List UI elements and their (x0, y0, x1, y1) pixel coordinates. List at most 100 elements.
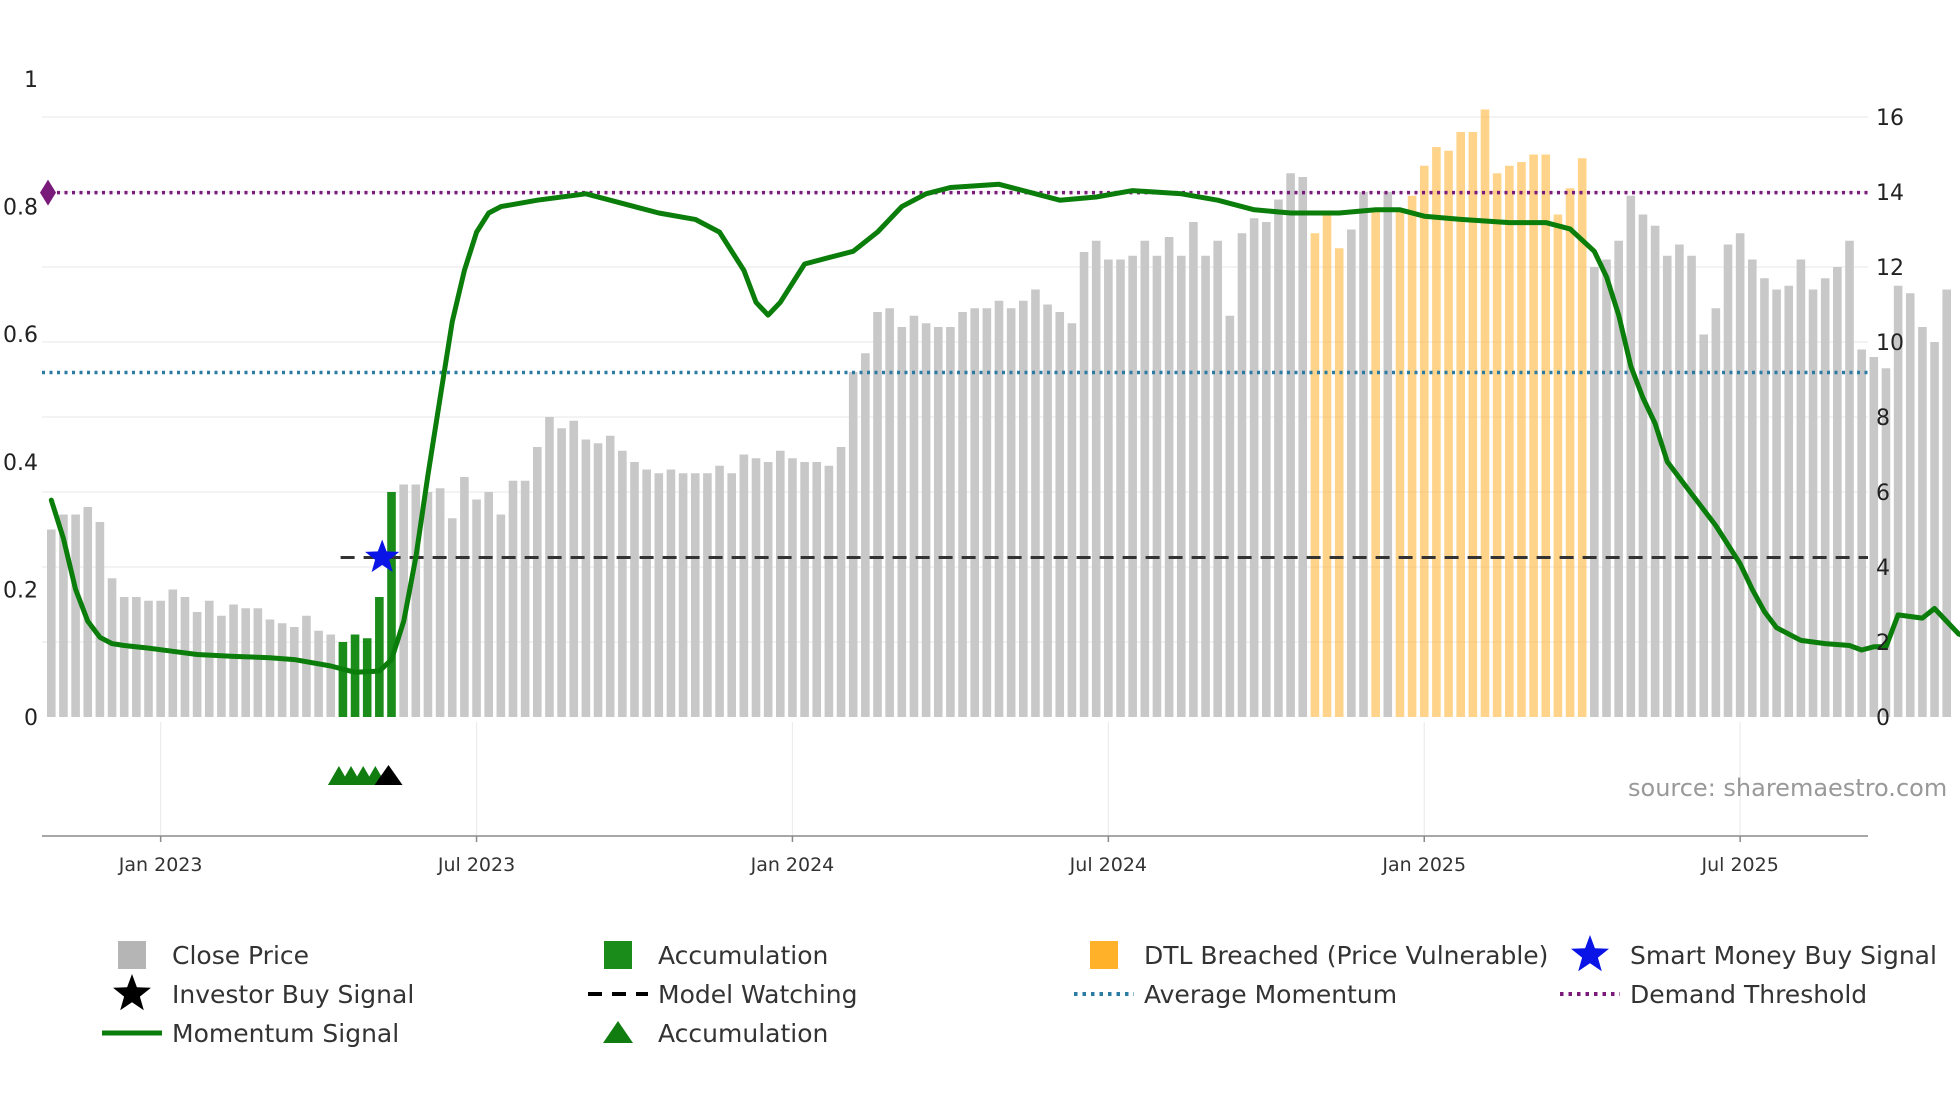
close-price-bar-60 (776, 450, 785, 717)
investor-buy-triangle (374, 765, 403, 785)
close-price-bar-95 (1201, 255, 1210, 717)
close-price-bar-36 (484, 492, 493, 717)
left-tick-label-5: 1 (24, 68, 38, 93)
left-tick-label-2: 0.4 (3, 451, 38, 476)
close-price-bar-90 (1140, 240, 1150, 717)
close-price-bar-31 (423, 492, 433, 717)
x-tick-label-4: Jan 2025 (1381, 854, 1466, 876)
right-tick-label-1: 2 (1876, 631, 1890, 656)
close-price-bar-78 (994, 300, 1004, 717)
close-price-bar-151 (1881, 368, 1891, 717)
close-price-bar-53 (690, 473, 700, 717)
close-price-bar-72 (921, 323, 931, 717)
close-price-bar-59 (763, 462, 773, 717)
close-price-bar-52 (678, 473, 688, 717)
close-price-bar-44 (581, 439, 591, 717)
close-price-bar-88 (1116, 259, 1125, 717)
close-price-bar-45 (593, 443, 603, 717)
close-price-bar-92 (1164, 237, 1174, 717)
legend-label-3: Smart Money Buy Signal (1630, 941, 1937, 970)
legend-label-7: Demand Threshold (1630, 980, 1867, 1009)
close-price-bar-41 (545, 417, 554, 717)
close-price-bar-99 (1249, 218, 1259, 717)
close-price-bar-130 (1626, 195, 1636, 717)
close-price-bar-46 (605, 435, 615, 717)
dtl-breached-bar-120 (1505, 165, 1514, 717)
close-price-bar-12 (192, 612, 202, 717)
legend-swatch-1 (604, 941, 632, 969)
right-tick-label-7: 14 (1876, 181, 1904, 206)
signal-markers (40, 179, 403, 785)
legend-label-2: DTL Breached (Price Vulnerable) (1144, 941, 1548, 970)
close-price-bar-34 (460, 477, 469, 717)
close-price-bar-42 (557, 428, 566, 717)
dtl-breached-bar-111 (1395, 210, 1405, 717)
close-price-bar-63 (812, 462, 822, 717)
close-price-bar-55 (715, 465, 724, 717)
close-price-bar-77 (982, 308, 992, 717)
legend-label-1: Accumulation (658, 941, 828, 970)
close-price-bar-127 (1590, 267, 1599, 717)
close-price-bar-135 (1687, 255, 1696, 717)
close-price-bar-97 (1225, 315, 1235, 717)
close-price-bar-147 (1833, 267, 1842, 717)
dtl-breached-bar-112 (1407, 195, 1417, 717)
x-tick-label-2: Jan 2024 (750, 854, 835, 876)
close-price-bar-32 (435, 488, 445, 717)
close-price-bar-65 (836, 447, 846, 717)
legend-item-0: Close Price (118, 941, 309, 970)
legend-triangle-9 (603, 1021, 633, 1043)
close-price-bar-101 (1274, 199, 1283, 717)
legend-label-0: Close Price (172, 941, 309, 970)
close-price-bar-133 (1662, 255, 1672, 717)
close-price-bar-33 (447, 518, 457, 717)
dtl-breached-bar-119 (1492, 173, 1502, 717)
close-price-bar-47 (618, 450, 627, 717)
dtl-breached-bar-121 (1517, 162, 1526, 717)
close-price-bar-155 (1930, 342, 1939, 717)
close-price-bar-132 (1650, 225, 1660, 717)
close-price-bar-22 (314, 630, 323, 717)
close-price-bar-80 (1019, 300, 1028, 717)
close-price-bar-94 (1189, 222, 1198, 717)
close-price-bar-13 (204, 600, 214, 717)
close-price-bar-70 (897, 327, 907, 717)
right-tick-label-0: 0 (1876, 706, 1890, 731)
dtl-breached-bar-104 (1310, 233, 1320, 717)
close-price-bar-37 (496, 514, 506, 717)
close-price-bar-128 (1602, 259, 1611, 717)
close-price-bar-6 (119, 597, 129, 717)
close-price-bar-0 (47, 529, 56, 717)
legend-item-3: Smart Money Buy Signal (1571, 935, 1937, 972)
close-price-bar-82 (1043, 304, 1052, 717)
close-price-bar-68 (873, 312, 882, 717)
close-price-bar-20 (290, 627, 299, 717)
close-price-bar-69 (885, 308, 894, 717)
close-price-bar-146 (1820, 278, 1830, 717)
dtl-breached-bar-126 (1577, 158, 1587, 717)
legend-item-6: Average Momentum (1074, 980, 1397, 1009)
close-price-bar-54 (703, 473, 712, 717)
close-price-bar-81 (1031, 289, 1040, 717)
close-price-bar-142 (1772, 289, 1781, 717)
close-price-bar-19 (277, 623, 287, 717)
dtl-breached-bar-109 (1371, 210, 1380, 717)
close-price-bar-110 (1383, 192, 1393, 717)
close-price-bar-93 (1176, 255, 1186, 717)
accumulation-bar-27 (375, 597, 384, 717)
close-price-bar-143 (1784, 285, 1794, 717)
left-tick-label-1: 0.2 (3, 578, 38, 603)
close-price-bar-102 (1286, 173, 1295, 717)
accumulation-bar-24 (338, 642, 348, 717)
momentum-signal-line (48, 181, 1960, 675)
smart-money-buy-star (365, 539, 400, 573)
close-price-bar-40 (533, 447, 542, 717)
close-price-bar-11 (180, 597, 190, 717)
dtl-breached-bar-122 (1529, 154, 1538, 717)
close-price-bar-57 (739, 454, 749, 717)
legend-star-4 (113, 974, 151, 1011)
close-price-bar-15 (229, 604, 238, 717)
close-price-bar-51 (666, 469, 676, 717)
close-price-bar-87 (1104, 259, 1113, 717)
left-tick-label-0: 0 (24, 706, 38, 731)
